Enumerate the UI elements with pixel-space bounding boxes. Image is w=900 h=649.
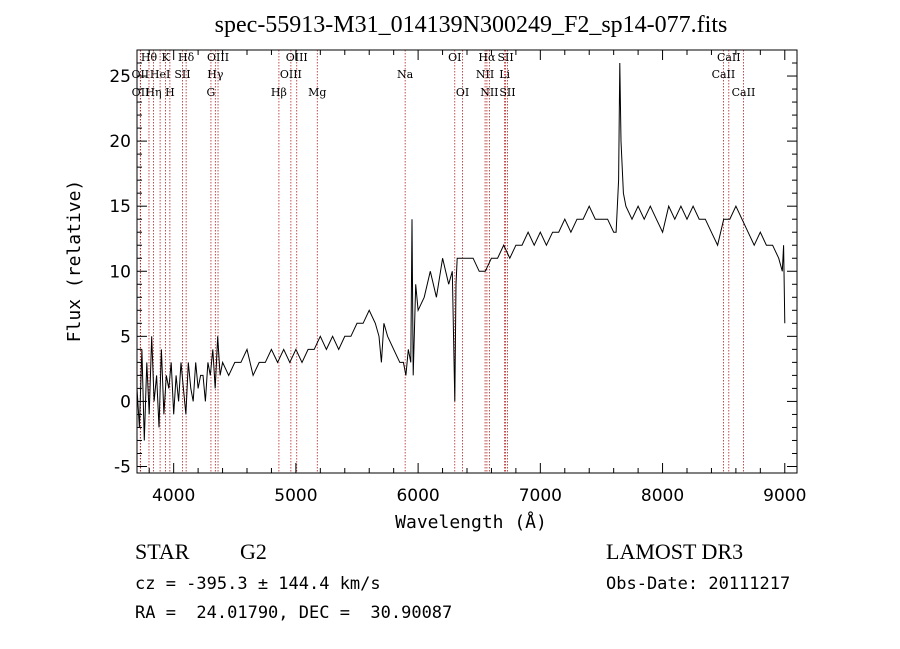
x-tick-label: 6000 xyxy=(396,486,439,506)
y-tick-label: 5 xyxy=(120,327,131,347)
spectrum-chart: spec-55913-M31_014139N300249_F2_sp14-077… xyxy=(64,12,806,533)
spectral-line-label: SII xyxy=(498,51,514,64)
spectral-line-label: Hθ xyxy=(141,51,158,64)
spectral-line-label: NII xyxy=(476,68,494,81)
spectral-line-label: Hβ xyxy=(271,86,287,99)
spectral-line-label: OI xyxy=(456,86,469,99)
spectral-line-label: OII xyxy=(132,86,150,99)
spectral-line-label: Hδ xyxy=(178,51,195,64)
spectral-line-label: OIII xyxy=(280,68,302,81)
x-tick-label: 9000 xyxy=(763,486,806,506)
redshift-text: cz = -395.3 ± 144.4 km/s xyxy=(135,574,381,594)
spectral-line-label: Li xyxy=(499,68,510,81)
x-tick-label: 4000 xyxy=(152,486,195,506)
spectral-line-markers xyxy=(139,50,744,473)
y-tick-label: -5 xyxy=(114,457,131,477)
x-tick-label: 5000 xyxy=(274,486,317,506)
spectral-line-label: Hα xyxy=(478,51,496,64)
x-axis-ticks: 4000 5000 6000 7000 8000 9000 xyxy=(148,50,806,506)
object-subclass: G2 xyxy=(240,539,267,564)
spectral-line-label: HeI xyxy=(150,68,170,81)
spectral-line-label: OI xyxy=(448,51,461,64)
obs-date-text: Obs-Date: 20111217 xyxy=(606,574,791,594)
spectral-line-label: H xyxy=(165,86,175,99)
spectral-line-label: K xyxy=(161,51,170,64)
spectral-line-label: G xyxy=(207,86,216,99)
y-tick-label: 25 xyxy=(109,67,131,87)
y-tick-label: 15 xyxy=(109,197,131,217)
plot-frame xyxy=(136,49,798,474)
y-axis-ticks: -5 0 5 10 15 20 25 xyxy=(109,49,797,477)
coordinates-text: RA = 24.01790, DEC = 30.90087 xyxy=(135,603,453,623)
survey-name: LAMOST DR3 xyxy=(606,539,744,564)
spectral-line-label: CaII xyxy=(732,86,756,99)
x-tick-label: 7000 xyxy=(519,486,562,506)
object-class: STAR xyxy=(135,539,190,564)
spectral-line-label: SII xyxy=(499,86,515,99)
spectral-line-labels: OII OII Hθ Hη HeI K H SII Hδ G Hγ OIII Hβ OIII OIII Mg N… xyxy=(131,51,755,99)
y-tick-label: 0 xyxy=(120,392,131,412)
spectral-line-label: Hη xyxy=(145,86,161,99)
x-tick-label: 8000 xyxy=(641,486,684,506)
y-axis-label: Flux (relative) xyxy=(64,180,85,343)
y-tick-label: 10 xyxy=(109,262,131,282)
spectral-line-label: NII xyxy=(480,86,498,99)
spectral-line-label: SII xyxy=(174,68,190,81)
spectral-line-label: CaII xyxy=(712,68,736,81)
spectral-line-label: OIII xyxy=(286,51,308,64)
spectrum-line xyxy=(136,62,786,441)
spectral-line-label: OIII xyxy=(207,51,229,64)
spectral-line-label: Na xyxy=(397,68,414,81)
spectral-line-label: CaII xyxy=(717,51,741,64)
spectral-line-label: Hγ xyxy=(207,68,224,81)
spectral-line-label: OII xyxy=(131,68,149,81)
chart-title: spec-55913-M31_014139N300249_F2_sp14-077… xyxy=(215,12,728,38)
x-axis-label: Wavelength (Å) xyxy=(395,511,547,533)
y-tick-label: 20 xyxy=(109,132,131,152)
spectral-line-label: Mg xyxy=(308,86,326,99)
